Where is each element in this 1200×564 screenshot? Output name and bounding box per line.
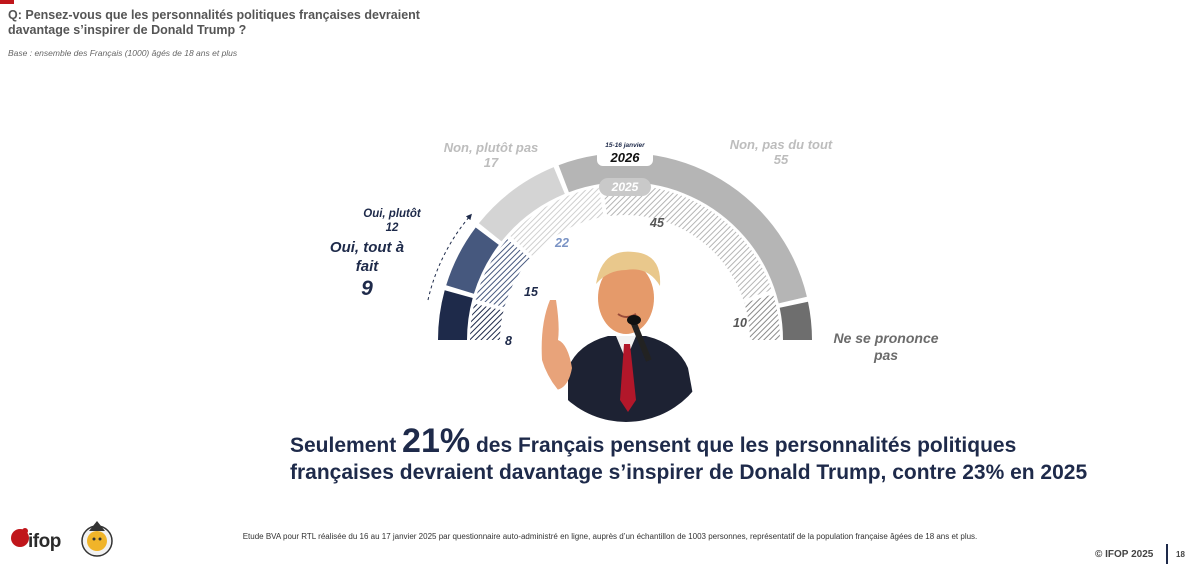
headline-part1: Seulement <box>290 434 403 457</box>
label-nsp: Ne se prononce pas <box>820 330 952 364</box>
inner-value-15: 15 <box>524 285 538 299</box>
yes-arrow <box>427 213 472 301</box>
label-oui-plutot-value: 12 <box>385 222 399 234</box>
outer-segment-oui-plut-t <box>446 227 499 294</box>
outer-segment-non-plut-t-pas <box>478 167 565 242</box>
label-oui-tout-a-fait: Oui, tout à fait 9 <box>312 238 422 301</box>
survey-question: Q: Pensez-vous que les personnalités pol… <box>8 8 420 37</box>
label-nsp-name-1: Ne se prononce <box>833 330 939 346</box>
outer-segment-oui-tout-fait <box>437 290 473 340</box>
outer-segment-non-pas-du-tout <box>558 153 807 304</box>
inner-value-8: 8 <box>505 334 512 348</box>
partner-badge-icon <box>81 521 113 557</box>
inner-value-22: 22 <box>555 236 569 250</box>
year-2025-label: 2025 <box>611 180 639 194</box>
label-oui-plutot: Oui, plutôt 12 <box>352 207 432 235</box>
headline-percent: 21% <box>402 422 471 460</box>
donald-trump-photo <box>538 246 714 422</box>
survey-base: Base : ensemble des Français (1000) âgés… <box>8 48 238 58</box>
study-footnote: Etude BVA pour RTL réalisée du 16 au 17 … <box>242 532 978 541</box>
label-oui-tout-a-fait-name-1: Oui, tout à <box>329 239 405 256</box>
ifop-logo-icon <box>11 528 29 547</box>
headline: Seulement 21% des Français pensent que l… <box>290 424 1090 486</box>
ifop-logo-text: ifop <box>28 531 61 552</box>
headline-part2: des Français pensent que les personnalit… <box>290 434 1088 484</box>
inner-value-45: 45 <box>650 216 664 230</box>
copyright: © IFOP 2025 <box>1095 549 1154 560</box>
label-non-pas-du-tout-name: Non, pas du tout <box>729 137 833 152</box>
inner-segment-ne-se-prononce-pas <box>744 294 781 340</box>
inner-segment-oui-tout-fait <box>469 303 504 340</box>
year-2026-label: 2026 <box>610 150 641 165</box>
corner-accent <box>0 0 14 4</box>
inner-segment-non-pas-du-tout <box>602 185 772 300</box>
label-nsp-name-2: pas <box>873 347 899 363</box>
label-oui-tout-a-fait-name-2: fait <box>355 258 379 275</box>
donut-chart: 15-16 janvier 2026 2025 <box>427 140 812 340</box>
label-oui-tout-a-fait-value: 9 <box>361 277 373 300</box>
footer-divider <box>1166 544 1168 564</box>
inner-value-10: 10 <box>733 316 747 330</box>
outer-ring-2026 <box>437 140 812 340</box>
year-2026-tab <box>597 140 653 166</box>
label-non-pas-du-tout-value: 55 <box>773 152 789 167</box>
label-oui-plutot-name: Oui, plutôt <box>363 208 421 220</box>
label-non-plutot-pas-value: 17 <box>483 155 499 170</box>
inner-segment-oui-plut-t <box>475 239 531 308</box>
inner-segment-non-plut-t-pas <box>510 187 604 256</box>
outer-segment-ne-se-prononce-pas <box>779 301 812 340</box>
date-label: 15-16 janvier <box>605 142 645 149</box>
year-2025-pill <box>599 178 651 196</box>
label-non-plutot-pas-name: Non, plutôt pas <box>443 140 539 155</box>
inner-ring-2025 <box>469 178 781 340</box>
page-number: 18 <box>1176 550 1185 559</box>
label-non-pas-du-tout: Non, pas du tout 55 <box>722 137 840 167</box>
label-non-plutot-pas: Non, plutôt pas 17 <box>438 140 544 170</box>
